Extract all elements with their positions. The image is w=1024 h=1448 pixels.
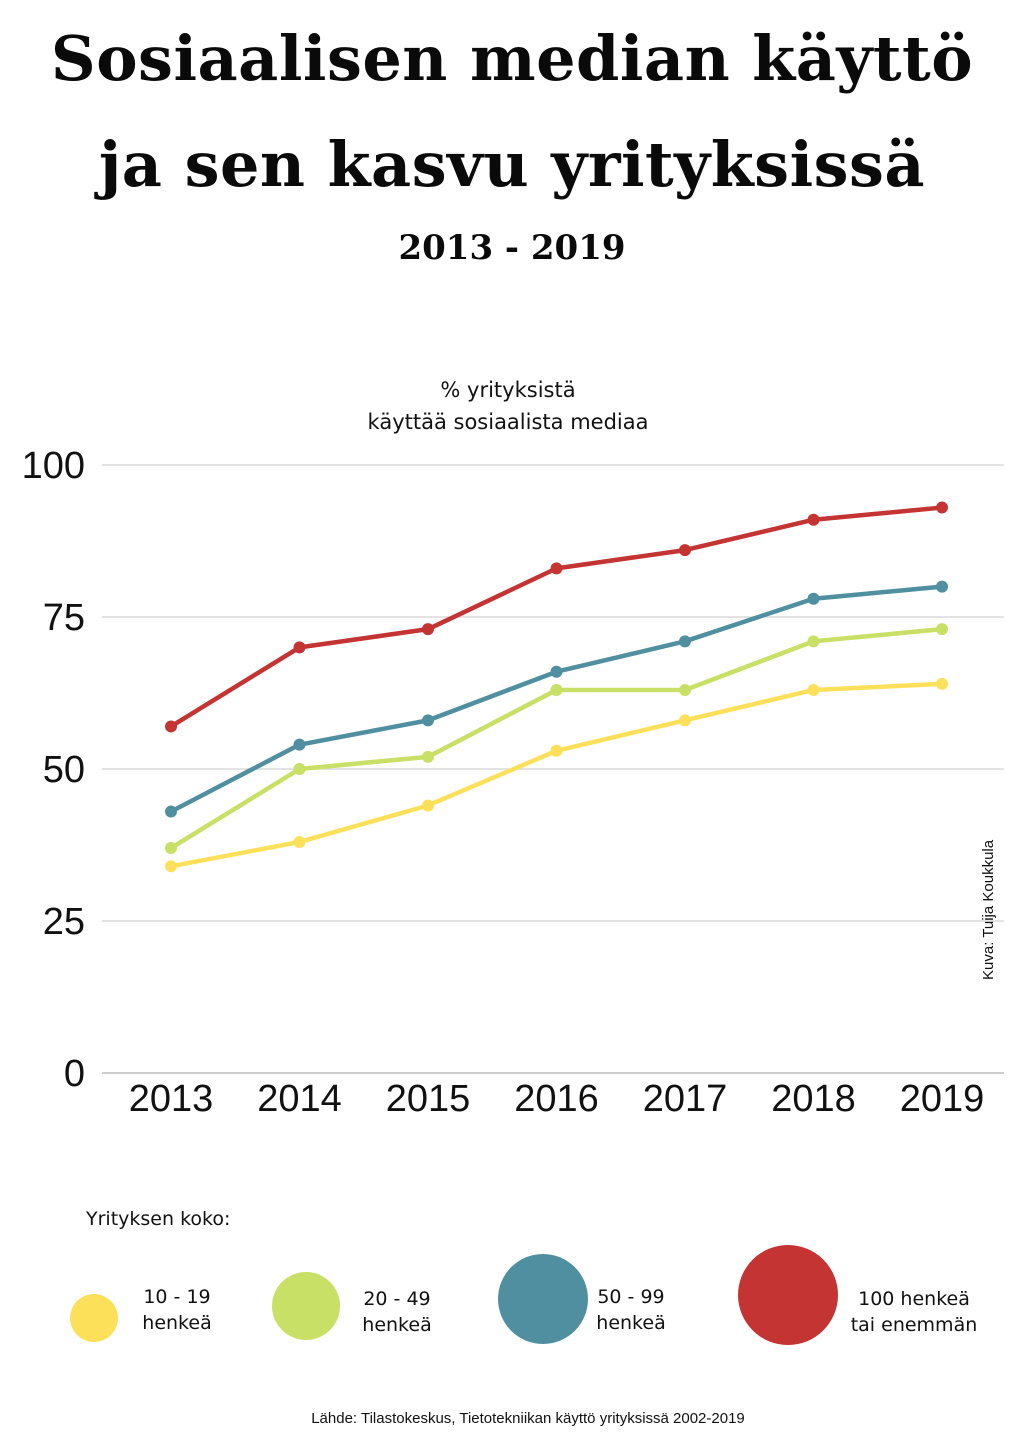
data-point-s1-2018 [807, 635, 820, 648]
y-axis-ticks: 0 25 50 75 100 [22, 445, 85, 1095]
x-tick-label-2015: 2015 [386, 1078, 471, 1120]
y-tick-label-75: 75 [43, 597, 85, 639]
data-point-s0-2014 [293, 835, 306, 848]
chart-title-line2: ja sen kasvu yrityksissä [98, 128, 926, 201]
data-point-s3-2019 [936, 501, 948, 514]
x-tick-label-2013: 2013 [129, 1078, 214, 1120]
x-tick-label-2019: 2019 [900, 1078, 985, 1120]
data-point-s1-2013 [165, 842, 177, 855]
gridlines [102, 464, 1004, 1074]
data-point-s2-2019 [936, 580, 948, 593]
series-line-1 [168, 626, 945, 851]
data-point-s1-2016 [550, 683, 563, 696]
data-point-s1-2017 [679, 683, 691, 696]
series-0 [165, 677, 948, 873]
y-tick-label-25: 25 [43, 901, 85, 943]
series-1 [165, 623, 948, 855]
data-point-s3-2014 [293, 641, 306, 654]
data-point-s0-2016 [550, 744, 563, 757]
x-tick-label-2014: 2014 [257, 1078, 342, 1120]
legend-label-20-49: 20 - 49 henkeä [362, 1288, 432, 1336]
y-tick-label-100: 100 [22, 445, 85, 487]
x-tick-label-2017: 2017 [643, 1078, 728, 1120]
data-point-s1-2014 [293, 763, 306, 775]
data-point-s0-2015 [422, 799, 434, 812]
data-point-s0-2017 [679, 714, 691, 727]
chart-title-line1: Sosiaalisen median käyttö [50, 22, 974, 95]
data-point-s2-2015 [422, 714, 434, 727]
data-point-s3-2018 [807, 513, 820, 526]
data-point-s0-2013 [165, 860, 177, 873]
data-point-s0-2018 [807, 683, 820, 696]
data-point-s3-2013 [165, 720, 177, 733]
image-credit: Kuva: Tuija Koukkula [980, 839, 997, 980]
y-tick-label-0: 0 [64, 1053, 85, 1095]
source-note: Lähde: Tilastokeskus, Tietotekniikan käy… [311, 1410, 745, 1427]
data-point-s2-2013 [165, 805, 177, 818]
legend-marker-50-99 [498, 1254, 588, 1344]
data-point-s0-2019 [936, 677, 948, 690]
legend-title: Yrityksen koko: [86, 1208, 231, 1230]
x-tick-label-2016: 2016 [514, 1078, 599, 1120]
legend-marker-100-plus [738, 1245, 838, 1345]
legend-marker-10-19 [70, 1294, 118, 1342]
series-lines [165, 501, 948, 873]
data-point-s3-2017 [679, 544, 691, 557]
data-point-s3-2015 [422, 623, 434, 636]
legend-label-100-plus: 100 henkeä tai enemmän [850, 1288, 978, 1336]
legend-label-50-99: 50 - 99 henkeä [596, 1286, 666, 1334]
x-axis-ticks: 2013 2014 2015 2016 2017 2018 2019 [129, 1078, 985, 1120]
legend-marker-20-49 [272, 1272, 340, 1340]
chart-subtitle: 2013 - 2019 [398, 228, 626, 268]
data-point-s2-2018 [807, 592, 820, 605]
data-point-s3-2016 [550, 562, 563, 575]
legend-label-10-19: 10 - 19 henkeä [142, 1286, 212, 1334]
data-point-s1-2015 [422, 750, 434, 763]
y-tick-label-50: 50 [43, 749, 85, 791]
data-point-s2-2016 [550, 665, 563, 678]
series-2 [165, 580, 948, 818]
data-point-s1-2019 [936, 623, 948, 636]
y-axis-caption-line1: % yrityksistä [440, 378, 576, 402]
x-tick-label-2018: 2018 [771, 1078, 856, 1120]
y-axis-caption-line2: käyttää sosiaalista mediaa [367, 410, 649, 434]
series-3 [165, 501, 948, 733]
data-point-s2-2017 [679, 635, 691, 648]
data-point-s2-2014 [293, 738, 306, 751]
